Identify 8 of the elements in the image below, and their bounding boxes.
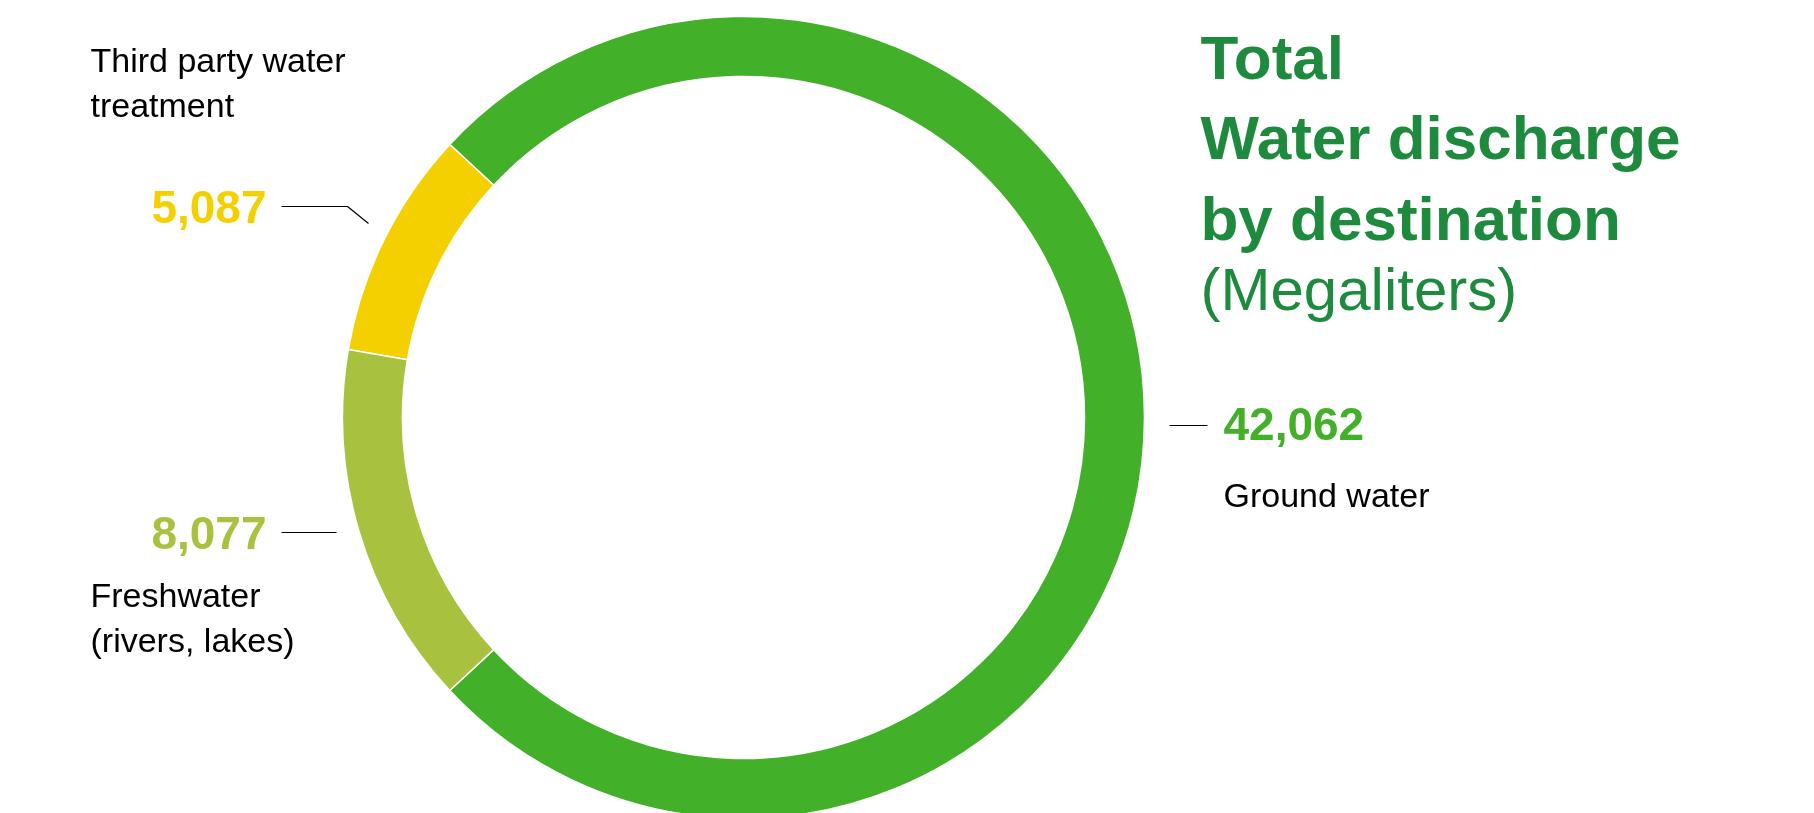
- slice-label: Third party water treatment: [90, 40, 346, 125]
- data-label: 8,077: [151, 506, 267, 559]
- slice-label: Freshwater (rivers, lakes): [90, 575, 295, 660]
- data-label: 42,062: [1223, 397, 1365, 450]
- text: Total Water discharge by destination: [1200, 22, 1681, 253]
- text: (Megaliters): [1200, 255, 1518, 323]
- data-label: 5,087: [151, 180, 267, 233]
- slice-label: Ground water: [1223, 475, 1430, 514]
